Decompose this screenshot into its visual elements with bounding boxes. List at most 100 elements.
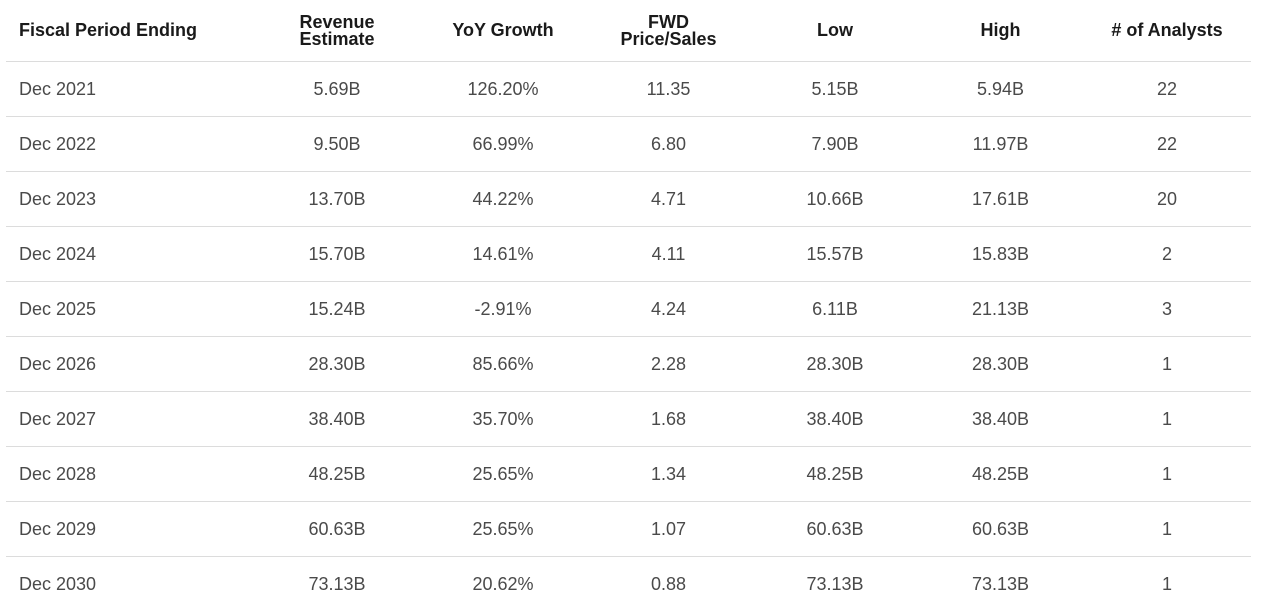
table-cell: Dec 2027 bbox=[6, 391, 253, 447]
revenue-estimates-table-container: Fiscal Period Ending Revenue Estimate YoY G… bbox=[6, 0, 1251, 611]
table-cell: 13.70B bbox=[253, 171, 421, 227]
table-cell: 48.25B bbox=[752, 446, 918, 502]
table-cell: 38.40B bbox=[752, 391, 918, 447]
table-cell: Dec 2029 bbox=[6, 501, 253, 557]
table-cell: 0.88 bbox=[650, 573, 687, 594]
table-cell: 20 bbox=[1083, 171, 1251, 227]
column-header-text: Price/Sales bbox=[620, 28, 717, 49]
table-cell: Dec 2028 bbox=[6, 446, 253, 502]
table-cell: 1 bbox=[1083, 501, 1251, 557]
revenue-estimates-table: Fiscal Period Ending Revenue Estimate YoY G… bbox=[6, 0, 1251, 611]
table-cell: 10.66B bbox=[752, 171, 918, 227]
table-cell: 6.11B bbox=[752, 281, 918, 337]
table-cell: 73.13B bbox=[308, 573, 366, 594]
table-cell: 15.70B bbox=[253, 226, 421, 282]
column-header: YoY Growth bbox=[421, 0, 585, 62]
table-cell: 15.24B bbox=[253, 281, 421, 337]
table-cell: 11.35 bbox=[585, 61, 752, 117]
column-header-text: Estimate bbox=[299, 28, 375, 49]
table-row: Dec 2022 9.50B 66.99% 6.80 7.90B 11.97B 22 bbox=[6, 116, 1251, 172]
table-cell: 1 bbox=[1083, 446, 1251, 502]
table-row: Dec 2024 15.70B 14.61% 4.11 15.57B 15.83B 2 bbox=[6, 226, 1251, 282]
table-cell: 1.34 bbox=[585, 446, 752, 502]
column-header-text: Fiscal Period Ending bbox=[19, 20, 198, 40]
table-cell: Dec 2025 bbox=[6, 281, 253, 337]
column-header-text: High bbox=[980, 20, 1021, 40]
table-row: Dec 2021 5.69B 126.20% 11.35 5.15B 5.94B 22 bbox=[6, 61, 1251, 117]
table-cell: Dec 2026 bbox=[6, 336, 253, 392]
table-row: Dec 2026 28.30B 85.66% 2.28 28.30B 28.30B 1 bbox=[6, 336, 1251, 392]
table-cell: 28.30B bbox=[752, 336, 918, 392]
table-cell: 73.13B bbox=[971, 573, 1030, 594]
table-cell: 15.57B bbox=[752, 226, 918, 282]
table-cell: 60.63B bbox=[253, 501, 421, 557]
table-body: Dec 2021 5.69B 126.20% 11.35 5.15B 5.94B 22 Dec… bbox=[6, 61, 1251, 612]
table-cell: 28.30B bbox=[253, 336, 421, 392]
table-cell: 15.83B bbox=[918, 226, 1083, 282]
table-cell: 1 bbox=[1083, 391, 1251, 447]
table-cell: 5.15B bbox=[752, 61, 918, 117]
table-cell: 1.07 bbox=[585, 501, 752, 557]
table-row: Dec 2025 15.24B -2.91% 4.24 6.11B 21.13B 3 bbox=[6, 281, 1251, 337]
table-cell: 48.25B bbox=[253, 446, 421, 502]
table-cell: 20.62% bbox=[472, 573, 534, 594]
column-header-text: Low bbox=[817, 20, 853, 40]
table-cell: 21.13B bbox=[918, 281, 1083, 337]
table-cell: 126.20% bbox=[421, 61, 585, 117]
table-cell: 11.97B bbox=[918, 116, 1083, 172]
table-cell: 35.70% bbox=[421, 391, 585, 447]
column-header-text: # of Analysts bbox=[1111, 20, 1223, 40]
table-cell: 1 bbox=[1083, 336, 1251, 392]
table-cell: Dec 2023 bbox=[6, 171, 253, 227]
table-cell: 60.63B bbox=[752, 501, 918, 557]
table-row: Dec 2030 73.13B 20.62% 0.88 73.13B 73.13B 1 bbox=[6, 557, 1251, 612]
column-header-text: YoY Growth bbox=[452, 20, 554, 40]
table-cell: 48.25B bbox=[918, 446, 1083, 502]
table-cell: 38.40B bbox=[253, 391, 421, 447]
table-cell: 85.66% bbox=[421, 336, 585, 392]
table-cell: 25.65% bbox=[421, 501, 585, 557]
table-cell: 22 bbox=[1083, 116, 1251, 172]
column-header: Low bbox=[752, 0, 918, 62]
column-header: High bbox=[918, 0, 1083, 62]
column-header: # of Analysts bbox=[1083, 0, 1251, 62]
column-header-text: FWD bbox=[648, 11, 689, 32]
table-cell: Dec 2024 bbox=[6, 226, 253, 282]
table-cell: 28.30B bbox=[918, 336, 1083, 392]
table-cell: 1.68 bbox=[585, 391, 752, 447]
table-cell: Dec 2022 bbox=[6, 116, 253, 172]
table-cell: 7.90B bbox=[752, 116, 918, 172]
table-cell: 4.24 bbox=[585, 281, 752, 337]
table-cell: 38.40B bbox=[918, 391, 1083, 447]
table-cell: 60.63B bbox=[918, 501, 1083, 557]
table-cell: 6.80 bbox=[585, 116, 752, 172]
table-cell: 5.94B bbox=[918, 61, 1083, 117]
table-cell: -2.91% bbox=[421, 281, 585, 337]
table-cell: 2.28 bbox=[585, 336, 752, 392]
table-cell: Dec 2030 bbox=[19, 573, 97, 594]
column-header: FWD Price/Sales bbox=[585, 0, 752, 62]
table-cell: 1 bbox=[1161, 573, 1172, 594]
table-cell: 5.69B bbox=[253, 61, 421, 117]
table-cell: 25.65% bbox=[421, 446, 585, 502]
table-cell: 9.50B bbox=[253, 116, 421, 172]
column-header: Fiscal Period Ending bbox=[6, 0, 253, 62]
table-header: Fiscal Period Ending Revenue Estimate YoY G… bbox=[6, 0, 1251, 62]
table-row: Dec 2029 60.63B 25.65% 1.07 60.63B 60.63B 1 bbox=[6, 501, 1251, 557]
table-row: Dec 2028 48.25B 25.65% 1.34 48.25B 48.25B 1 bbox=[6, 446, 1251, 502]
table-cell: 22 bbox=[1083, 61, 1251, 117]
column-header-text: Revenue bbox=[299, 11, 375, 32]
table-row: Dec 2023 13.70B 44.22% 4.71 10.66B 17.61B 20 bbox=[6, 171, 1251, 227]
table-cell: 44.22% bbox=[421, 171, 585, 227]
table-cell: 17.61B bbox=[918, 171, 1083, 227]
table-cell: 14.61% bbox=[421, 226, 585, 282]
table-cell: 4.11 bbox=[585, 226, 752, 282]
table-cell: 73.13B bbox=[806, 573, 864, 594]
table-cell: 2 bbox=[1083, 226, 1251, 282]
table-cell: 3 bbox=[1083, 281, 1251, 337]
header-row: Fiscal Period Ending Revenue Estimate YoY G… bbox=[6, 0, 1251, 62]
column-header: Revenue Estimate bbox=[253, 0, 421, 62]
table-cell: Dec 2021 bbox=[6, 61, 253, 117]
table-cell: 66.99% bbox=[421, 116, 585, 172]
table-cell: 4.71 bbox=[585, 171, 752, 227]
